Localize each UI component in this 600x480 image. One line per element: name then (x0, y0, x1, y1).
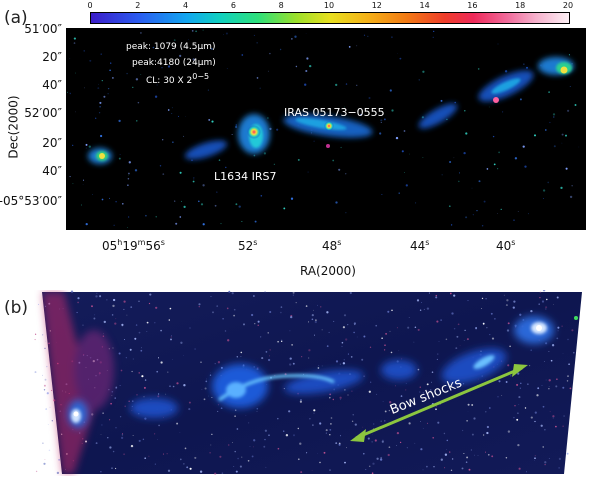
x-tick-2: 48s (322, 238, 342, 253)
panel-b-label: (b) (4, 298, 29, 318)
bow-shocks-arrow (350, 364, 528, 442)
y-tick-1: 20″ (42, 50, 62, 64)
panel-a-sky-image (66, 28, 586, 230)
y-tick-5: 40″ (42, 164, 62, 178)
x-tick-3: 44s (410, 238, 430, 253)
label-l1634-irs7: L1634 IRS7 (214, 170, 277, 183)
x-tick-4: 40s (496, 238, 516, 253)
y-tick-0: 51′00″ (24, 22, 62, 36)
colorbar-tick-2: 2 (135, 1, 141, 10)
panel-a-label: (a) (4, 8, 28, 28)
panel-a-frame (66, 28, 586, 230)
x-tick-1: 52s (238, 238, 258, 253)
colorbar-tick-14: 14 (419, 1, 430, 10)
legend-peak-4-5um: peak: 1079 (4.5μm) (126, 42, 216, 52)
colorbar-tick-0: 0 (87, 1, 93, 10)
colorbar (90, 12, 570, 24)
colorbar-tick-12: 12 (371, 1, 382, 10)
x-axis-title: RA(2000) (300, 264, 356, 278)
y-tick-3: 52′00″ (24, 106, 62, 120)
y-tick-2: 40″ (42, 78, 62, 92)
y-tick-4: 20″ (42, 136, 62, 150)
x-tick-0: 05h19m56s (102, 238, 165, 253)
label-iras-05173-0555: IRAS 05173−0555 (284, 106, 385, 119)
colorbar-tick-16: 16 (467, 1, 478, 10)
panel-b-sky-image (34, 290, 594, 476)
legend-contour-levels: CL: 30 X 20−5 (146, 72, 210, 86)
colorbar-tick-6: 6 (230, 1, 236, 10)
legend-peak-24um: peak:4180 (24μm) (132, 58, 216, 68)
colorbar-tick-20: 20 (562, 1, 574, 10)
colorbar-tick-10: 10 (323, 1, 335, 10)
colorbar-tick-4: 4 (183, 1, 189, 10)
y-axis-title: Dec(2000) (6, 95, 21, 159)
colorbar-tick-8: 8 (278, 1, 284, 10)
y-tick-6: -05°53′00″ (0, 194, 62, 208)
colorbar-tick-18: 18 (515, 1, 526, 10)
